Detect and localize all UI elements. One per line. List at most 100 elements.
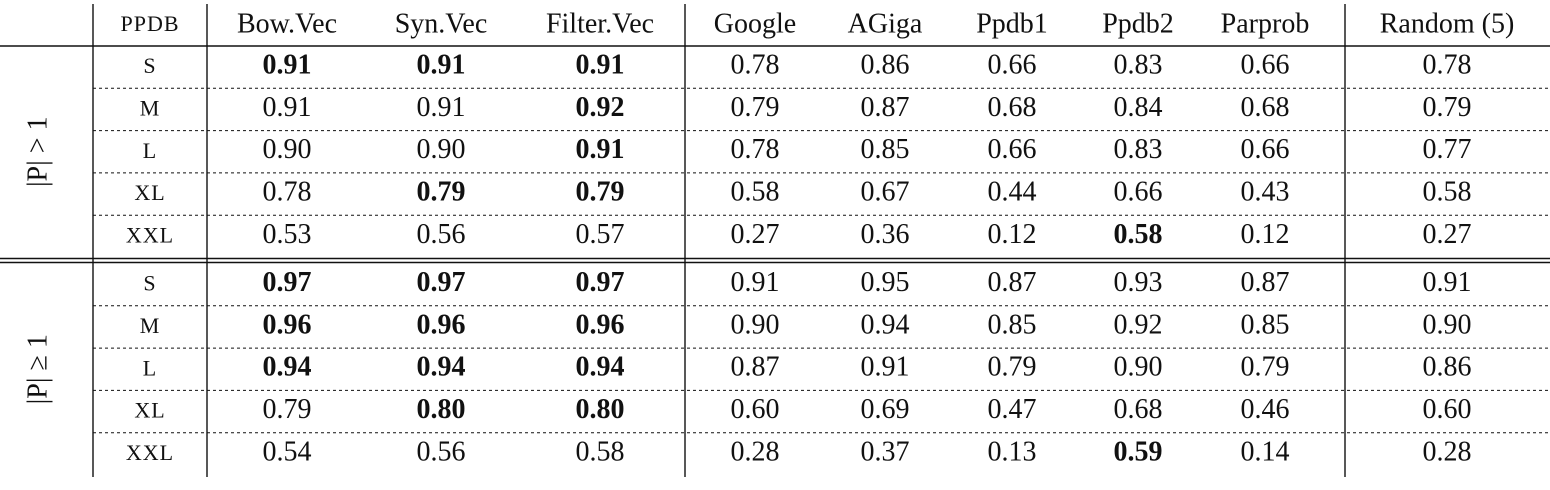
cell: 0.78 (1423, 50, 1472, 81)
cell: 0.59 (1114, 436, 1163, 467)
cell: 0.60 (731, 394, 780, 425)
row-size: M (140, 95, 161, 120)
row-size: L (143, 355, 157, 380)
cell: 0.14 (1241, 436, 1290, 467)
cell: 0.58 (731, 176, 780, 207)
row-size: XXL (126, 440, 174, 465)
cell: 0.60 (1423, 394, 1472, 425)
cell: 0.94 (576, 352, 625, 383)
cell: 0.28 (731, 436, 780, 467)
cell: 0.90 (417, 134, 466, 165)
cell: 0.84 (1114, 92, 1163, 123)
cell: 0.67 (861, 176, 910, 207)
cell: 0.94 (263, 352, 312, 383)
cell: 0.95 (861, 267, 910, 298)
cell: 0.90 (731, 309, 780, 340)
cell: 0.90 (1423, 309, 1472, 340)
cell: 0.79 (576, 176, 625, 207)
cell: 0.90 (1114, 352, 1163, 383)
group-label: |P| > 1 (22, 116, 53, 187)
cell: 0.79 (1241, 352, 1290, 383)
cell: 0.80 (576, 394, 625, 425)
cell: 0.79 (1423, 92, 1472, 123)
cell: 0.97 (263, 267, 312, 298)
cell: 0.66 (988, 50, 1037, 81)
column-header: Syn.Vec (395, 8, 488, 39)
cell: 0.44 (988, 176, 1037, 207)
cell: 0.79 (988, 352, 1037, 383)
cell: 0.92 (1114, 309, 1163, 340)
cell: 0.96 (576, 309, 625, 340)
cell: 0.94 (861, 309, 910, 340)
cell: 0.86 (861, 50, 910, 81)
cell: 0.78 (731, 134, 780, 165)
cell: 0.91 (1423, 267, 1472, 298)
cell: 0.93 (1114, 267, 1163, 298)
row-size: XL (134, 398, 165, 423)
cell: 0.85 (988, 309, 1037, 340)
cell: 0.78 (731, 50, 780, 81)
cell: 0.69 (861, 394, 910, 425)
cell: 0.87 (861, 92, 910, 123)
column-header: Google (714, 8, 796, 39)
cell: 0.97 (576, 267, 625, 298)
cell: 0.85 (1241, 309, 1290, 340)
cell: 0.87 (988, 267, 1037, 298)
cell: 0.79 (263, 394, 312, 425)
column-header: AGiga (848, 8, 923, 39)
cell: 0.91 (417, 50, 466, 81)
cell: 0.13 (988, 436, 1037, 467)
cell: 0.83 (1114, 134, 1163, 165)
group-label: |P| ≥ 1 (22, 334, 53, 404)
cell: 0.68 (1114, 394, 1163, 425)
cell: 0.80 (417, 394, 466, 425)
column-header: Random (5) (1380, 8, 1515, 39)
row-size: S (143, 271, 156, 296)
row-size: M (140, 313, 161, 338)
cell: 0.36 (861, 219, 910, 250)
cell: 0.77 (1423, 134, 1472, 165)
cell: 0.96 (417, 309, 466, 340)
cell: 0.12 (988, 219, 1037, 250)
cell: 0.66 (1241, 134, 1290, 165)
cell: 0.57 (576, 219, 625, 250)
cell: 0.92 (576, 92, 625, 123)
cell: 0.87 (1241, 267, 1290, 298)
column-header: Bow.Vec (237, 8, 337, 39)
cell: 0.79 (731, 92, 780, 123)
cell: 0.87 (731, 352, 780, 383)
cell: 0.47 (988, 394, 1037, 425)
cell: 0.91 (861, 352, 910, 383)
column-header: Ppdb1 (976, 8, 1048, 39)
cell: 0.85 (861, 134, 910, 165)
column-header: Parprob (1221, 8, 1310, 39)
cell: 0.91 (731, 267, 780, 298)
row-size: L (143, 138, 157, 163)
cell: 0.97 (417, 267, 466, 298)
row-size: S (143, 53, 156, 78)
cell: 0.43 (1241, 176, 1290, 207)
cell: 0.91 (576, 50, 625, 81)
column-header: Ppdb2 (1102, 8, 1174, 39)
cell: 0.86 (1423, 352, 1472, 383)
cell: 0.66 (1241, 50, 1290, 81)
column-header: PPDB (120, 11, 179, 36)
cell: 0.58 (576, 436, 625, 467)
cell: 0.91 (263, 50, 312, 81)
cell: 0.90 (263, 134, 312, 165)
cell: 0.79 (417, 176, 466, 207)
cell: 0.56 (417, 436, 466, 467)
cell: 0.58 (1114, 219, 1163, 250)
cell: 0.28 (1423, 436, 1472, 467)
cell: 0.66 (988, 134, 1037, 165)
cell: 0.83 (1114, 50, 1163, 81)
cell: 0.58 (1423, 176, 1472, 207)
cell: 0.91 (263, 92, 312, 123)
cell: 0.37 (861, 436, 910, 467)
cell: 0.68 (1241, 92, 1290, 123)
cell: 0.94 (417, 352, 466, 383)
cell: 0.96 (263, 309, 312, 340)
cell: 0.46 (1241, 394, 1290, 425)
